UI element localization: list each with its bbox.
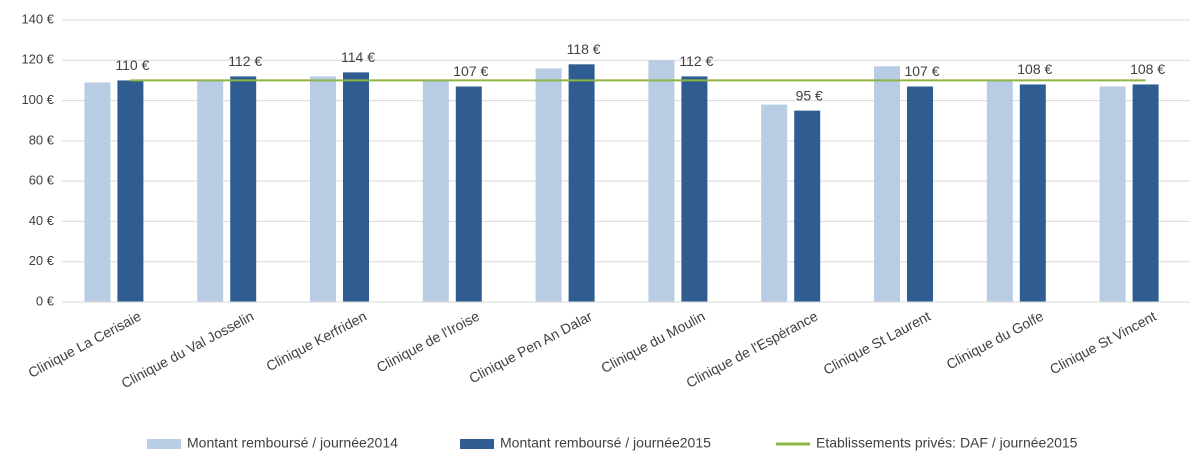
bar bbox=[310, 76, 336, 303]
bar bbox=[117, 80, 144, 302]
data-label: 95 € bbox=[796, 87, 823, 103]
bar bbox=[343, 72, 369, 302]
y-tick-label: 80 € bbox=[29, 132, 55, 147]
bar bbox=[568, 64, 595, 302]
bar bbox=[455, 86, 482, 302]
bar bbox=[422, 80, 449, 302]
x-tick-label: Clinique St Vincent bbox=[1047, 308, 1159, 378]
data-label: 107 € bbox=[453, 63, 488, 79]
data-label: 112 € bbox=[228, 53, 262, 69]
x-tick-label: Clinique Kerfriden bbox=[263, 308, 369, 374]
bar bbox=[1099, 86, 1126, 302]
y-tick-label: 100 € bbox=[21, 92, 54, 107]
y-tick-label: 20 € bbox=[29, 253, 55, 268]
bar bbox=[907, 86, 933, 302]
bar bbox=[230, 76, 257, 303]
bar bbox=[648, 60, 675, 303]
bar bbox=[874, 66, 900, 302]
legend-swatch bbox=[147, 439, 181, 449]
data-label: 118 € bbox=[567, 41, 601, 57]
legend-label: Etablissements privés: DAF / journée2015 bbox=[816, 435, 1078, 451]
x-tick-label: Clinique La Cerisaie bbox=[25, 308, 143, 381]
bar bbox=[761, 104, 788, 302]
x-tick-label: Clinique Pen An Dalar bbox=[466, 308, 595, 387]
data-label: 110 € bbox=[115, 57, 149, 73]
data-label: 107 € bbox=[904, 63, 939, 79]
y-tick-label: 60 € bbox=[29, 173, 55, 188]
bar bbox=[197, 80, 224, 302]
x-tick-label: Clinique du Golfe bbox=[944, 308, 1047, 373]
y-tick-label: 120 € bbox=[21, 52, 54, 67]
legend-label: Montant remboursé / journée2015 bbox=[500, 435, 711, 451]
data-label: 112 € bbox=[679, 53, 713, 69]
bar bbox=[1019, 84, 1046, 302]
legend-label: Montant remboursé / journée2014 bbox=[187, 435, 398, 451]
data-label: 108 € bbox=[1130, 61, 1165, 77]
data-label: 108 € bbox=[1017, 61, 1052, 77]
bar bbox=[84, 82, 111, 302]
legend-swatch bbox=[460, 439, 494, 449]
bar bbox=[681, 76, 708, 303]
x-tick-label: Clinique St Laurent bbox=[820, 308, 933, 378]
x-tick-label: Clinique du Moulin bbox=[598, 308, 707, 376]
x-tick-label: Clinique de l'Iroise bbox=[374, 308, 482, 376]
bar bbox=[986, 80, 1013, 302]
y-tick-label: 0 € bbox=[36, 293, 55, 308]
bar bbox=[1132, 84, 1159, 302]
y-tick-label: 40 € bbox=[29, 213, 55, 228]
bar bbox=[794, 110, 821, 303]
bar bbox=[535, 68, 562, 302]
data-label: 114 € bbox=[341, 49, 375, 65]
y-tick-label: 140 € bbox=[21, 11, 54, 26]
